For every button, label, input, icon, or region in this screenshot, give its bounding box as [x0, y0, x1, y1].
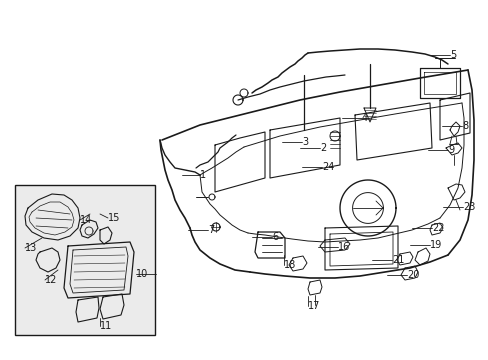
Text: 22: 22: [431, 223, 444, 233]
Text: 5: 5: [449, 50, 455, 60]
Text: 7: 7: [207, 225, 214, 235]
Text: 9: 9: [447, 145, 453, 155]
Text: 6: 6: [271, 232, 278, 242]
Text: 2: 2: [319, 143, 325, 153]
Text: 8: 8: [461, 121, 467, 131]
Text: 24: 24: [321, 162, 334, 172]
Text: 11: 11: [100, 321, 112, 331]
Bar: [15, 185, 155, 335]
Text: 13: 13: [25, 243, 37, 253]
Text: 16: 16: [337, 242, 349, 252]
Text: 21: 21: [391, 255, 404, 265]
Text: 18: 18: [284, 260, 296, 270]
Text: 1: 1: [200, 170, 206, 180]
Text: 10: 10: [136, 269, 148, 279]
Text: 12: 12: [45, 275, 57, 285]
Text: 15: 15: [108, 213, 120, 223]
Text: 17: 17: [307, 301, 320, 311]
Text: 20: 20: [406, 270, 419, 280]
Text: 4: 4: [361, 113, 367, 123]
Text: 14: 14: [80, 215, 92, 225]
Text: 3: 3: [302, 137, 307, 147]
Text: 19: 19: [429, 240, 441, 250]
Text: 23: 23: [462, 202, 474, 212]
